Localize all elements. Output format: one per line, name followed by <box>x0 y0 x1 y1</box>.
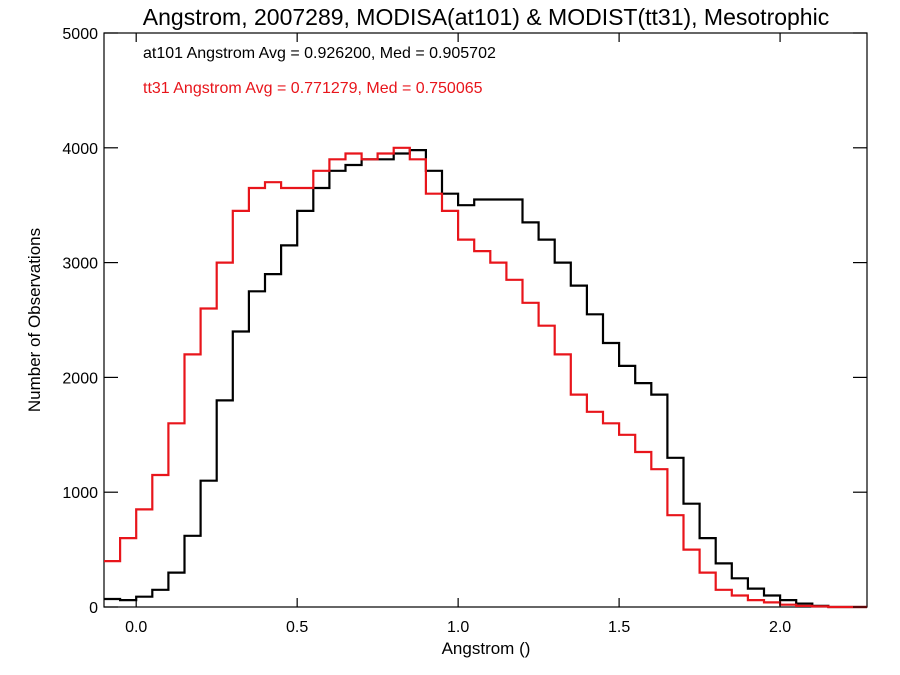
series-line-at101 <box>104 149 867 609</box>
y-tick-label: 1000 <box>62 485 98 502</box>
x-tick-label: 1.5 <box>608 619 630 636</box>
x-axis-label: Angstrom () <box>442 639 531 658</box>
series-line-tt31 <box>104 146 867 609</box>
plot-frame <box>103 32 868 608</box>
chart-title: Angstrom, 2007289, MODISA(at101) & MODIS… <box>143 4 829 30</box>
x-tick-label: 2.0 <box>769 619 791 636</box>
y-tick-label: 2000 <box>62 370 98 387</box>
y-axis-label: Number of Observations <box>25 228 44 412</box>
y-tick-label: 5000 <box>62 26 98 43</box>
y-tick-label: 0 <box>89 600 98 617</box>
x-tick-label: 0.0 <box>125 619 147 636</box>
plot-lines <box>104 146 867 609</box>
x-tick-label: 0.5 <box>286 619 308 636</box>
annotation-tt31: tt31 Angstrom Avg = 0.771279, Med = 0.75… <box>143 80 483 97</box>
annotation-at101: at101 Angstrom Avg = 0.926200, Med = 0.9… <box>143 45 496 62</box>
y-tick-label: 4000 <box>62 141 98 158</box>
y-tick-label: 3000 <box>62 256 98 273</box>
x-tick-label: 1.0 <box>447 619 469 636</box>
axis-ticks: 0.0 0.5 1.0 1.5 2.0 0 1000 2000 3000 4000 5000 <box>62 26 867 636</box>
